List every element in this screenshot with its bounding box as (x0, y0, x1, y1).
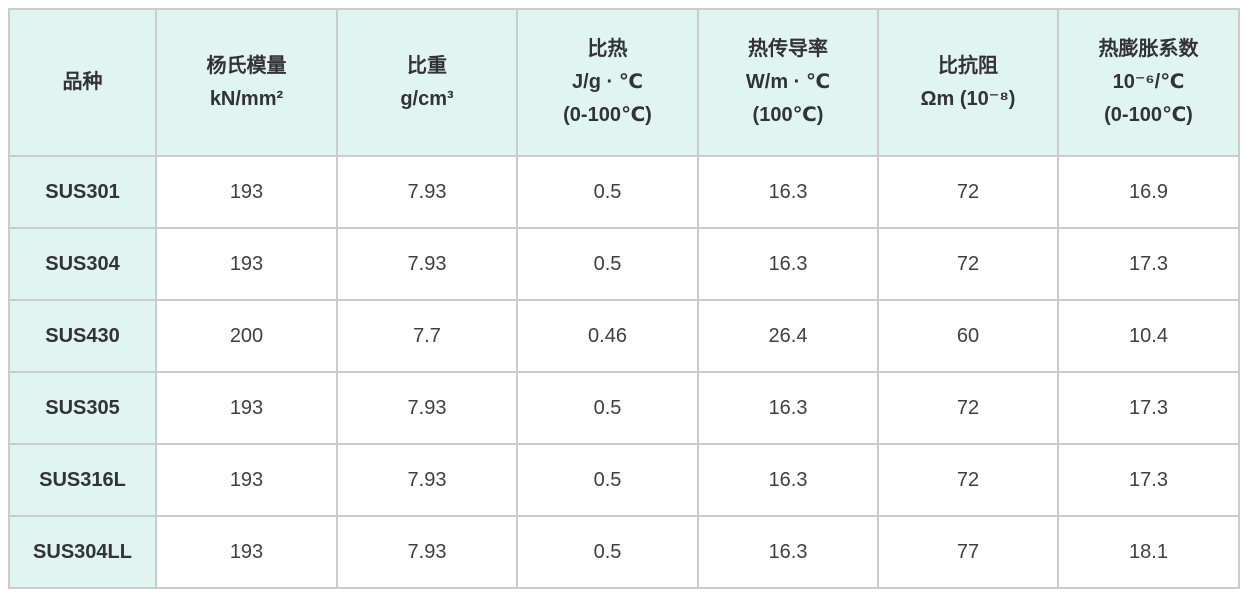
column-header-thermal-expansion: 热膨胀系数 10⁻⁶/℃ (0-100℃) (1057, 8, 1240, 157)
cell-youngs-modulus: 193 (155, 443, 338, 517)
row-header-grade: SUS430 (8, 299, 157, 373)
cell-specific-gravity: 7.93 (336, 227, 518, 301)
header-row: 品种 杨氏模量 kN/mm² 比重 g/cm³ 比热 J/g · ℃ (0-100℃)… (8, 8, 1240, 157)
column-header-youngs-modulus: 杨氏模量 kN/mm² (155, 8, 338, 157)
cell-thermal-conductivity: 16.3 (697, 515, 879, 589)
cell-specific-resistance: 60 (877, 299, 1059, 373)
cell-youngs-modulus: 200 (155, 299, 338, 373)
cell-specific-heat: 0.5 (516, 443, 699, 517)
cell-youngs-modulus: 193 (155, 227, 338, 301)
column-header-thermal-conductivity: 热传导率 W/m · ℃ (100℃) (697, 8, 879, 157)
cell-thermal-expansion: 17.3 (1057, 227, 1240, 301)
table-row: SUS430 200 7.7 0.46 26.4 60 10.4 (8, 299, 1240, 373)
cell-thermal-expansion: 18.1 (1057, 515, 1240, 589)
cell-specific-resistance: 77 (877, 515, 1059, 589)
row-header-grade: SUS301 (8, 155, 157, 229)
cell-specific-resistance: 72 (877, 227, 1059, 301)
row-header-grade: SUS304 (8, 227, 157, 301)
column-header-grade: 品种 (8, 8, 157, 157)
cell-youngs-modulus: 193 (155, 371, 338, 445)
cell-specific-heat: 0.46 (516, 299, 699, 373)
column-header-specific-heat: 比热 J/g · ℃ (0-100℃) (516, 8, 699, 157)
cell-thermal-conductivity: 16.3 (697, 155, 879, 229)
cell-youngs-modulus: 193 (155, 155, 338, 229)
cell-specific-gravity: 7.7 (336, 299, 518, 373)
cell-thermal-expansion: 17.3 (1057, 371, 1240, 445)
cell-specific-gravity: 7.93 (336, 515, 518, 589)
cell-specific-heat: 0.5 (516, 155, 699, 229)
cell-youngs-modulus: 193 (155, 515, 338, 589)
column-header-specific-gravity: 比重 g/cm³ (336, 8, 518, 157)
cell-specific-resistance: 72 (877, 443, 1059, 517)
table-body: SUS301 193 7.93 0.5 16.3 72 16.9 SUS304 193 7.93 0… (8, 155, 1240, 589)
cell-thermal-conductivity: 16.3 (697, 227, 879, 301)
cell-specific-resistance: 72 (877, 155, 1059, 229)
row-header-grade: SUS305 (8, 371, 157, 445)
cell-specific-heat: 0.5 (516, 515, 699, 589)
cell-specific-gravity: 7.93 (336, 155, 518, 229)
material-properties-table: 品种 杨氏模量 kN/mm² 比重 g/cm³ 比热 J/g · ℃ (0-100℃)… (8, 8, 1240, 589)
cell-specific-heat: 0.5 (516, 371, 699, 445)
cell-thermal-conductivity: 26.4 (697, 299, 879, 373)
row-header-grade: SUS316L (8, 443, 157, 517)
cell-thermal-expansion: 10.4 (1057, 299, 1240, 373)
cell-thermal-conductivity: 16.3 (697, 443, 879, 517)
table-row: SUS316L 193 7.93 0.5 16.3 72 17.3 (8, 443, 1240, 517)
table-row: SUS304LL 193 7.93 0.5 16.3 77 18.1 (8, 515, 1240, 589)
cell-specific-gravity: 7.93 (336, 443, 518, 517)
table-row: SUS301 193 7.93 0.5 16.3 72 16.9 (8, 155, 1240, 229)
cell-specific-resistance: 72 (877, 371, 1059, 445)
table-row: SUS305 193 7.93 0.5 16.3 72 17.3 (8, 371, 1240, 445)
column-header-specific-resistance: 比抗阻 Ωm (10⁻⁸) (877, 8, 1059, 157)
cell-thermal-expansion: 17.3 (1057, 443, 1240, 517)
cell-specific-gravity: 7.93 (336, 371, 518, 445)
cell-thermal-conductivity: 16.3 (697, 371, 879, 445)
cell-thermal-expansion: 16.9 (1057, 155, 1240, 229)
cell-specific-heat: 0.5 (516, 227, 699, 301)
table-row: SUS304 193 7.93 0.5 16.3 72 17.3 (8, 227, 1240, 301)
row-header-grade: SUS304LL (8, 515, 157, 589)
